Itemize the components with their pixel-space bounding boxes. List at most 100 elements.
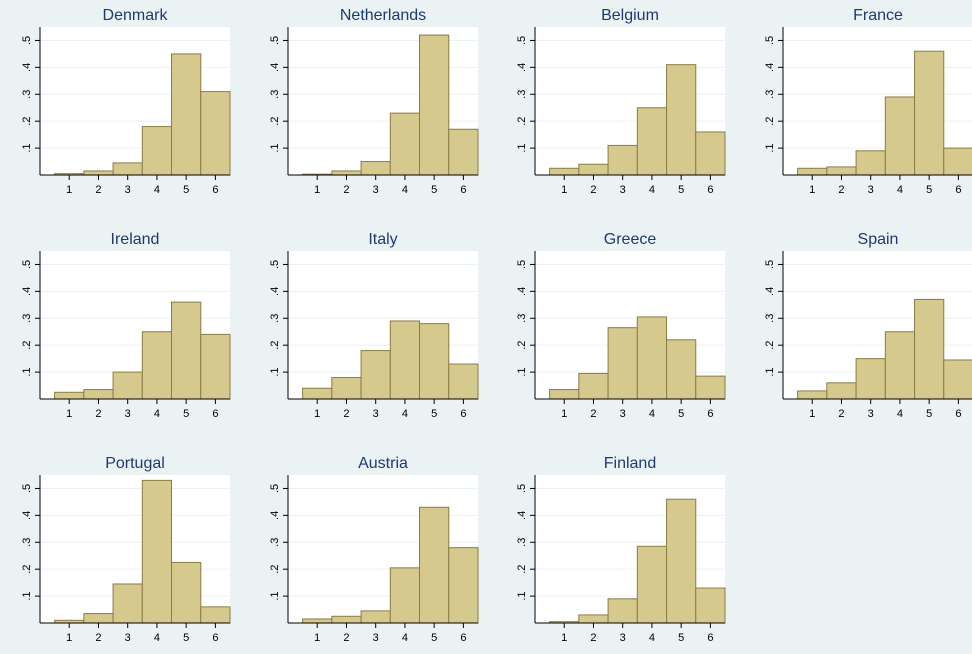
bar bbox=[200, 606, 231, 624]
y-tick-label: .1 bbox=[269, 143, 281, 152]
y-tick-label: .5 bbox=[516, 260, 528, 269]
bar bbox=[200, 91, 231, 176]
y-tick-label: .4 bbox=[21, 63, 33, 72]
y-tick-label: .1 bbox=[269, 591, 281, 600]
bar bbox=[389, 112, 421, 176]
x-tick-label: 1 bbox=[314, 184, 320, 196]
x-tick-label: 2 bbox=[95, 632, 101, 644]
x-tick-label: 5 bbox=[431, 184, 437, 196]
bar bbox=[112, 583, 143, 624]
x-tick-label: 1 bbox=[561, 632, 567, 644]
x-tick-label: 4 bbox=[402, 408, 408, 420]
bar bbox=[943, 147, 972, 176]
y-tick-label: .1 bbox=[21, 143, 33, 152]
y-tick-label: .4 bbox=[764, 63, 776, 72]
panel-title: Ireland bbox=[111, 231, 160, 248]
x-tick-label: 1 bbox=[66, 408, 72, 420]
bar bbox=[855, 358, 886, 400]
x-tick-label: 2 bbox=[95, 408, 101, 420]
bar bbox=[666, 498, 697, 624]
panel-title: Portugal bbox=[105, 455, 165, 472]
panel-finland: Finland .1 .2 .3 .4 .5 1 2 3 4 5 6 bbox=[516, 455, 726, 644]
x-tick-label: 2 bbox=[95, 184, 101, 196]
x-tick-label: 6 bbox=[955, 184, 961, 196]
bar bbox=[360, 350, 391, 400]
x-tick-label: 3 bbox=[373, 184, 379, 196]
y-tick-label: .2 bbox=[21, 565, 33, 574]
y-tick-label: .5 bbox=[764, 36, 776, 45]
bar bbox=[695, 131, 726, 176]
x-tick-label: 3 bbox=[373, 408, 379, 420]
panel-title: Italy bbox=[368, 231, 397, 248]
y-tick-label: .1 bbox=[764, 367, 776, 376]
bar bbox=[419, 506, 450, 624]
bar bbox=[112, 162, 143, 176]
y-tick-label: .2 bbox=[516, 117, 528, 126]
x-tick-label: 2 bbox=[590, 632, 596, 644]
panel-title: France bbox=[853, 7, 903, 24]
bar bbox=[360, 161, 391, 176]
x-tick-label: 4 bbox=[649, 632, 655, 644]
panel-denmark: Denmark .1 .2 .3 .4 .5 1 2 3 4 5 6 bbox=[21, 7, 231, 196]
x-tick-label: 4 bbox=[649, 184, 655, 196]
y-tick-label: .2 bbox=[516, 565, 528, 574]
y-tick-label: .3 bbox=[21, 538, 33, 547]
y-tick-label: .4 bbox=[21, 287, 33, 296]
x-tick-label: 4 bbox=[897, 184, 903, 196]
panel-portugal: Portugal .1 .2 .3 .4 .5 1 2 3 4 5 6 bbox=[21, 455, 231, 644]
x-tick-label: 4 bbox=[649, 408, 655, 420]
x-tick-label: 5 bbox=[926, 184, 932, 196]
bar bbox=[636, 316, 668, 400]
bar bbox=[884, 96, 916, 176]
bar bbox=[695, 587, 726, 624]
bar bbox=[826, 382, 857, 400]
y-tick-label: .1 bbox=[21, 591, 33, 600]
x-tick-label: 6 bbox=[460, 632, 466, 644]
bar bbox=[141, 331, 173, 400]
x-tick-label: 4 bbox=[402, 632, 408, 644]
x-tick-label: 6 bbox=[212, 408, 218, 420]
x-tick-label: 5 bbox=[183, 408, 189, 420]
bar bbox=[112, 371, 143, 400]
x-tick-label: 2 bbox=[590, 184, 596, 196]
x-tick-label: 6 bbox=[955, 408, 961, 420]
y-tick-label: .4 bbox=[516, 287, 528, 296]
x-tick-label: 3 bbox=[868, 184, 874, 196]
x-tick-label: 3 bbox=[620, 632, 626, 644]
y-tick-label: .5 bbox=[21, 484, 33, 493]
y-tick-label: .4 bbox=[269, 287, 281, 296]
x-tick-label: 5 bbox=[678, 632, 684, 644]
y-tick-label: .5 bbox=[764, 260, 776, 269]
bar bbox=[636, 107, 668, 176]
y-tick-label: .3 bbox=[764, 90, 776, 99]
x-tick-label: 3 bbox=[125, 408, 131, 420]
y-tick-label: .4 bbox=[269, 63, 281, 72]
x-tick-label: 1 bbox=[809, 408, 815, 420]
x-tick-label: 5 bbox=[431, 632, 437, 644]
x-tick-label: 2 bbox=[590, 408, 596, 420]
panel-title: Finland bbox=[604, 455, 656, 472]
bar bbox=[331, 376, 362, 400]
bar bbox=[943, 359, 972, 400]
bar bbox=[448, 363, 479, 400]
y-tick-label: .4 bbox=[21, 511, 33, 520]
bar bbox=[141, 126, 173, 176]
x-tick-label: 6 bbox=[707, 408, 713, 420]
x-tick-label: 6 bbox=[212, 184, 218, 196]
panel-netherlands: Netherlands .1 .2 .3 .4 .5 1 2 3 4 5 6 bbox=[269, 7, 479, 196]
bar bbox=[83, 389, 114, 400]
y-tick-label: .5 bbox=[269, 36, 281, 45]
panel-title: Netherlands bbox=[340, 7, 426, 24]
bar bbox=[578, 614, 609, 624]
panel-ireland: Ireland .1 .2 .3 .4 .5 1 2 3 4 5 6 bbox=[21, 231, 231, 420]
y-tick-label: .5 bbox=[516, 484, 528, 493]
y-tick-label: .2 bbox=[764, 341, 776, 350]
y-tick-label: .2 bbox=[269, 341, 281, 350]
x-tick-label: 6 bbox=[212, 632, 218, 644]
y-tick-label: .3 bbox=[21, 90, 33, 99]
y-tick-label: .3 bbox=[269, 90, 281, 99]
y-tick-label: .2 bbox=[21, 341, 33, 350]
bar bbox=[141, 479, 173, 624]
bar bbox=[826, 166, 857, 176]
y-tick-label: .1 bbox=[516, 367, 528, 376]
